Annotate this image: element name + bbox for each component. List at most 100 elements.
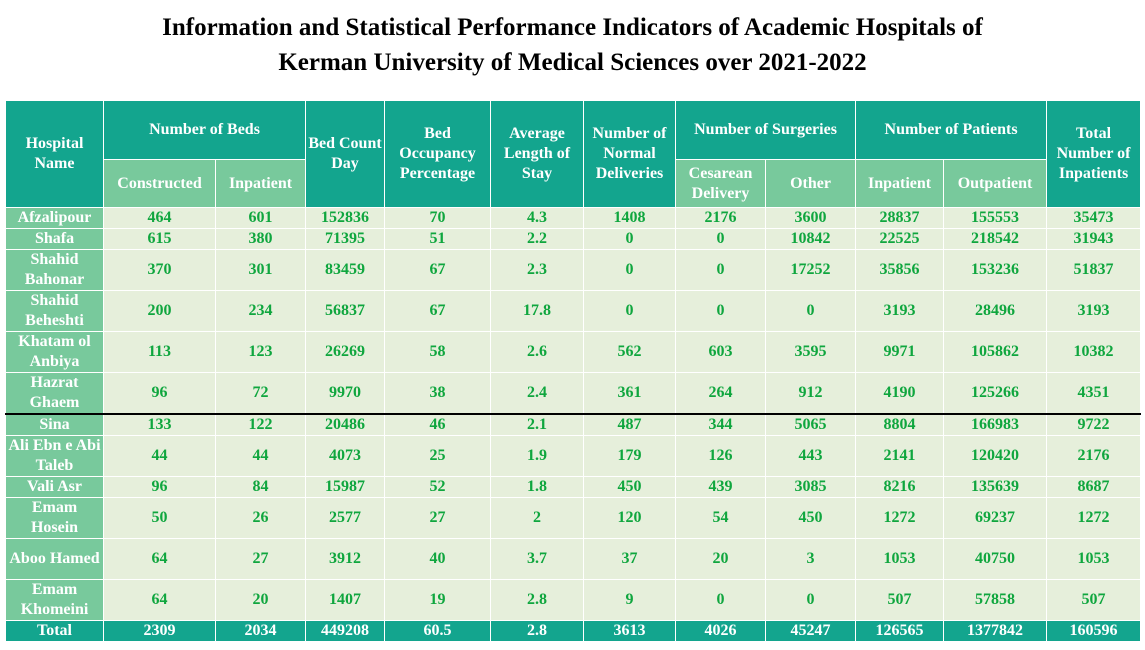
- cell-cesarean: 0: [675, 290, 767, 332]
- hospital-name-cell: Shafa: [5, 228, 104, 250]
- header-number-of-surgeries: Number of Surgeries: [675, 100, 857, 160]
- cell-inpatient: 4190: [855, 372, 945, 415]
- cell-outpatient: 218542: [943, 228, 1048, 250]
- cell-inpatient-beds: 20: [214, 579, 307, 621]
- cell-occupancy: 58: [384, 331, 492, 373]
- cell-constructed: 464: [103, 207, 216, 229]
- total-cell-normal: 3613: [583, 620, 677, 642]
- hospital-name-cell: Sina: [5, 413, 104, 436]
- cell-inpatient: 2141: [855, 435, 945, 477]
- cell-constructed: 133: [103, 413, 216, 436]
- table-row: Shahid Bahonar 370 301 83459 67 2.3 0 0 17252 358…: [5, 249, 1142, 291]
- cell-alos: 2.2: [490, 228, 585, 250]
- hospital-name-cell: Ali Ebn e Abi Taleb: [5, 435, 104, 477]
- cell-inpatient-beds: 380: [214, 228, 307, 250]
- total-cell-occupancy: 60.5: [384, 620, 492, 642]
- cell-inpatient-beds: 123: [214, 331, 307, 373]
- total-cell-bed-count-day: 449208: [305, 620, 386, 642]
- table-row: Emam Khomeini 64 20 1407 19 2.8 9 0 0 507 57858 507: [5, 579, 1142, 621]
- cell-inpatient: 1272: [855, 497, 945, 539]
- cell-constructed: 113: [103, 331, 216, 373]
- cell-total: 507: [1046, 579, 1142, 621]
- cell-alos: 3.7: [490, 538, 585, 580]
- cell-normal: 1408: [583, 207, 677, 229]
- cell-outpatient: 166983: [943, 413, 1048, 436]
- cell-alos: 2.4: [490, 372, 585, 415]
- cell-other: 3085: [765, 476, 857, 498]
- cell-other: 3: [765, 538, 857, 580]
- cell-normal: 9: [583, 579, 677, 621]
- cell-constructed: 50: [103, 497, 216, 539]
- cell-bed-count-day: 1407: [305, 579, 386, 621]
- cell-occupancy: 19: [384, 579, 492, 621]
- cell-cesarean: 54: [675, 497, 767, 539]
- cell-outpatient: 40750: [943, 538, 1048, 580]
- cell-total: 51837: [1046, 249, 1142, 291]
- table-row: Ali Ebn e Abi Taleb 44 44 4073 25 1.9 179 126 44…: [5, 435, 1142, 477]
- cell-cesarean: 0: [675, 228, 767, 250]
- cell-constructed: 96: [103, 372, 216, 415]
- header-average-length-of-stay: Average Length of Stay: [490, 100, 585, 208]
- cell-bed-count-day: 15987: [305, 476, 386, 498]
- cell-occupancy: 51: [384, 228, 492, 250]
- cell-outpatient: 120420: [943, 435, 1048, 477]
- cell-total: 1053: [1046, 538, 1142, 580]
- cell-occupancy: 70: [384, 207, 492, 229]
- cell-alos: 1.8: [490, 476, 585, 498]
- header-other: Other: [765, 159, 857, 208]
- cell-total: 8687: [1046, 476, 1142, 498]
- cell-outpatient: 125266: [943, 372, 1048, 415]
- cell-alos: 2.3: [490, 249, 585, 291]
- table-row: Afzalipour 464 601 152836 70 4.3 1408 2176 3600 2…: [5, 207, 1142, 229]
- cell-inpatient-beds: 234: [214, 290, 307, 332]
- cell-inpatient-beds: 26: [214, 497, 307, 539]
- cell-alos: 2.6: [490, 331, 585, 373]
- cell-cesarean: 2176: [675, 207, 767, 229]
- cell-cesarean: 0: [675, 579, 767, 621]
- cell-normal: 450: [583, 476, 677, 498]
- cell-outpatient: 57858: [943, 579, 1048, 621]
- cell-inpatient-beds: 72: [214, 372, 307, 415]
- title-line-2: Kerman University of Medical Sciences ov…: [278, 49, 867, 76]
- total-label: Total: [5, 620, 104, 642]
- cell-cesarean: 0: [675, 249, 767, 291]
- cell-normal: 487: [583, 413, 677, 436]
- cell-bed-count-day: 4073: [305, 435, 386, 477]
- hospital-statistics-table: Hospital Name Number of Beds Bed Count D…: [5, 100, 1142, 642]
- header-outpatient: Outpatient: [943, 159, 1048, 208]
- cell-normal: 361: [583, 372, 677, 415]
- header-number-of-patients: Number of Patients: [855, 100, 1048, 160]
- cell-other: 5065: [765, 413, 857, 436]
- total-cell-alos: 2.8: [490, 620, 585, 642]
- cell-inpatient-beds: 84: [214, 476, 307, 498]
- cell-alos: 2.8: [490, 579, 585, 621]
- cell-occupancy: 38: [384, 372, 492, 415]
- header-normal-deliveries: Number of Normal Deliveries: [583, 100, 677, 208]
- hospital-name-cell: Emam Hosein: [5, 497, 104, 539]
- hospital-name-cell: Shahid Beheshti: [5, 290, 104, 332]
- header-inpatient-beds: Inpatient: [214, 159, 307, 208]
- cell-bed-count-day: 71395: [305, 228, 386, 250]
- total-cell-total: 160596: [1046, 620, 1142, 642]
- cell-outpatient: 105862: [943, 331, 1048, 373]
- table-row: Aboo Hamed 64 27 3912 40 3.7 37 20 3 1053 40750 105…: [5, 538, 1142, 580]
- cell-other: 3600: [765, 207, 857, 229]
- cell-constructed: 615: [103, 228, 216, 250]
- table-body: Afzalipour 464 601 152836 70 4.3 1408 2176 3600 2…: [5, 207, 1142, 642]
- cell-total: 9722: [1046, 413, 1142, 436]
- cell-bed-count-day: 152836: [305, 207, 386, 229]
- cell-occupancy: 40: [384, 538, 492, 580]
- table-row: Khatam ol Anbiya 113 123 26269 58 2.6 562 603 35…: [5, 331, 1142, 373]
- header-inpatient-patients: Inpatient: [855, 159, 945, 208]
- cell-occupancy: 46: [384, 413, 492, 436]
- header-row-2: Constructed Inpatient Cesarean Delivery …: [6, 159, 1141, 208]
- cell-inpatient: 507: [855, 579, 945, 621]
- cell-occupancy: 52: [384, 476, 492, 498]
- cell-total: 31943: [1046, 228, 1142, 250]
- cell-total: 4351: [1046, 372, 1142, 415]
- cell-normal: 37: [583, 538, 677, 580]
- cell-outpatient: 69237: [943, 497, 1048, 539]
- total-cell-other: 45247: [765, 620, 857, 642]
- cell-alos: 2: [490, 497, 585, 539]
- cell-alos: 2.1: [490, 413, 585, 436]
